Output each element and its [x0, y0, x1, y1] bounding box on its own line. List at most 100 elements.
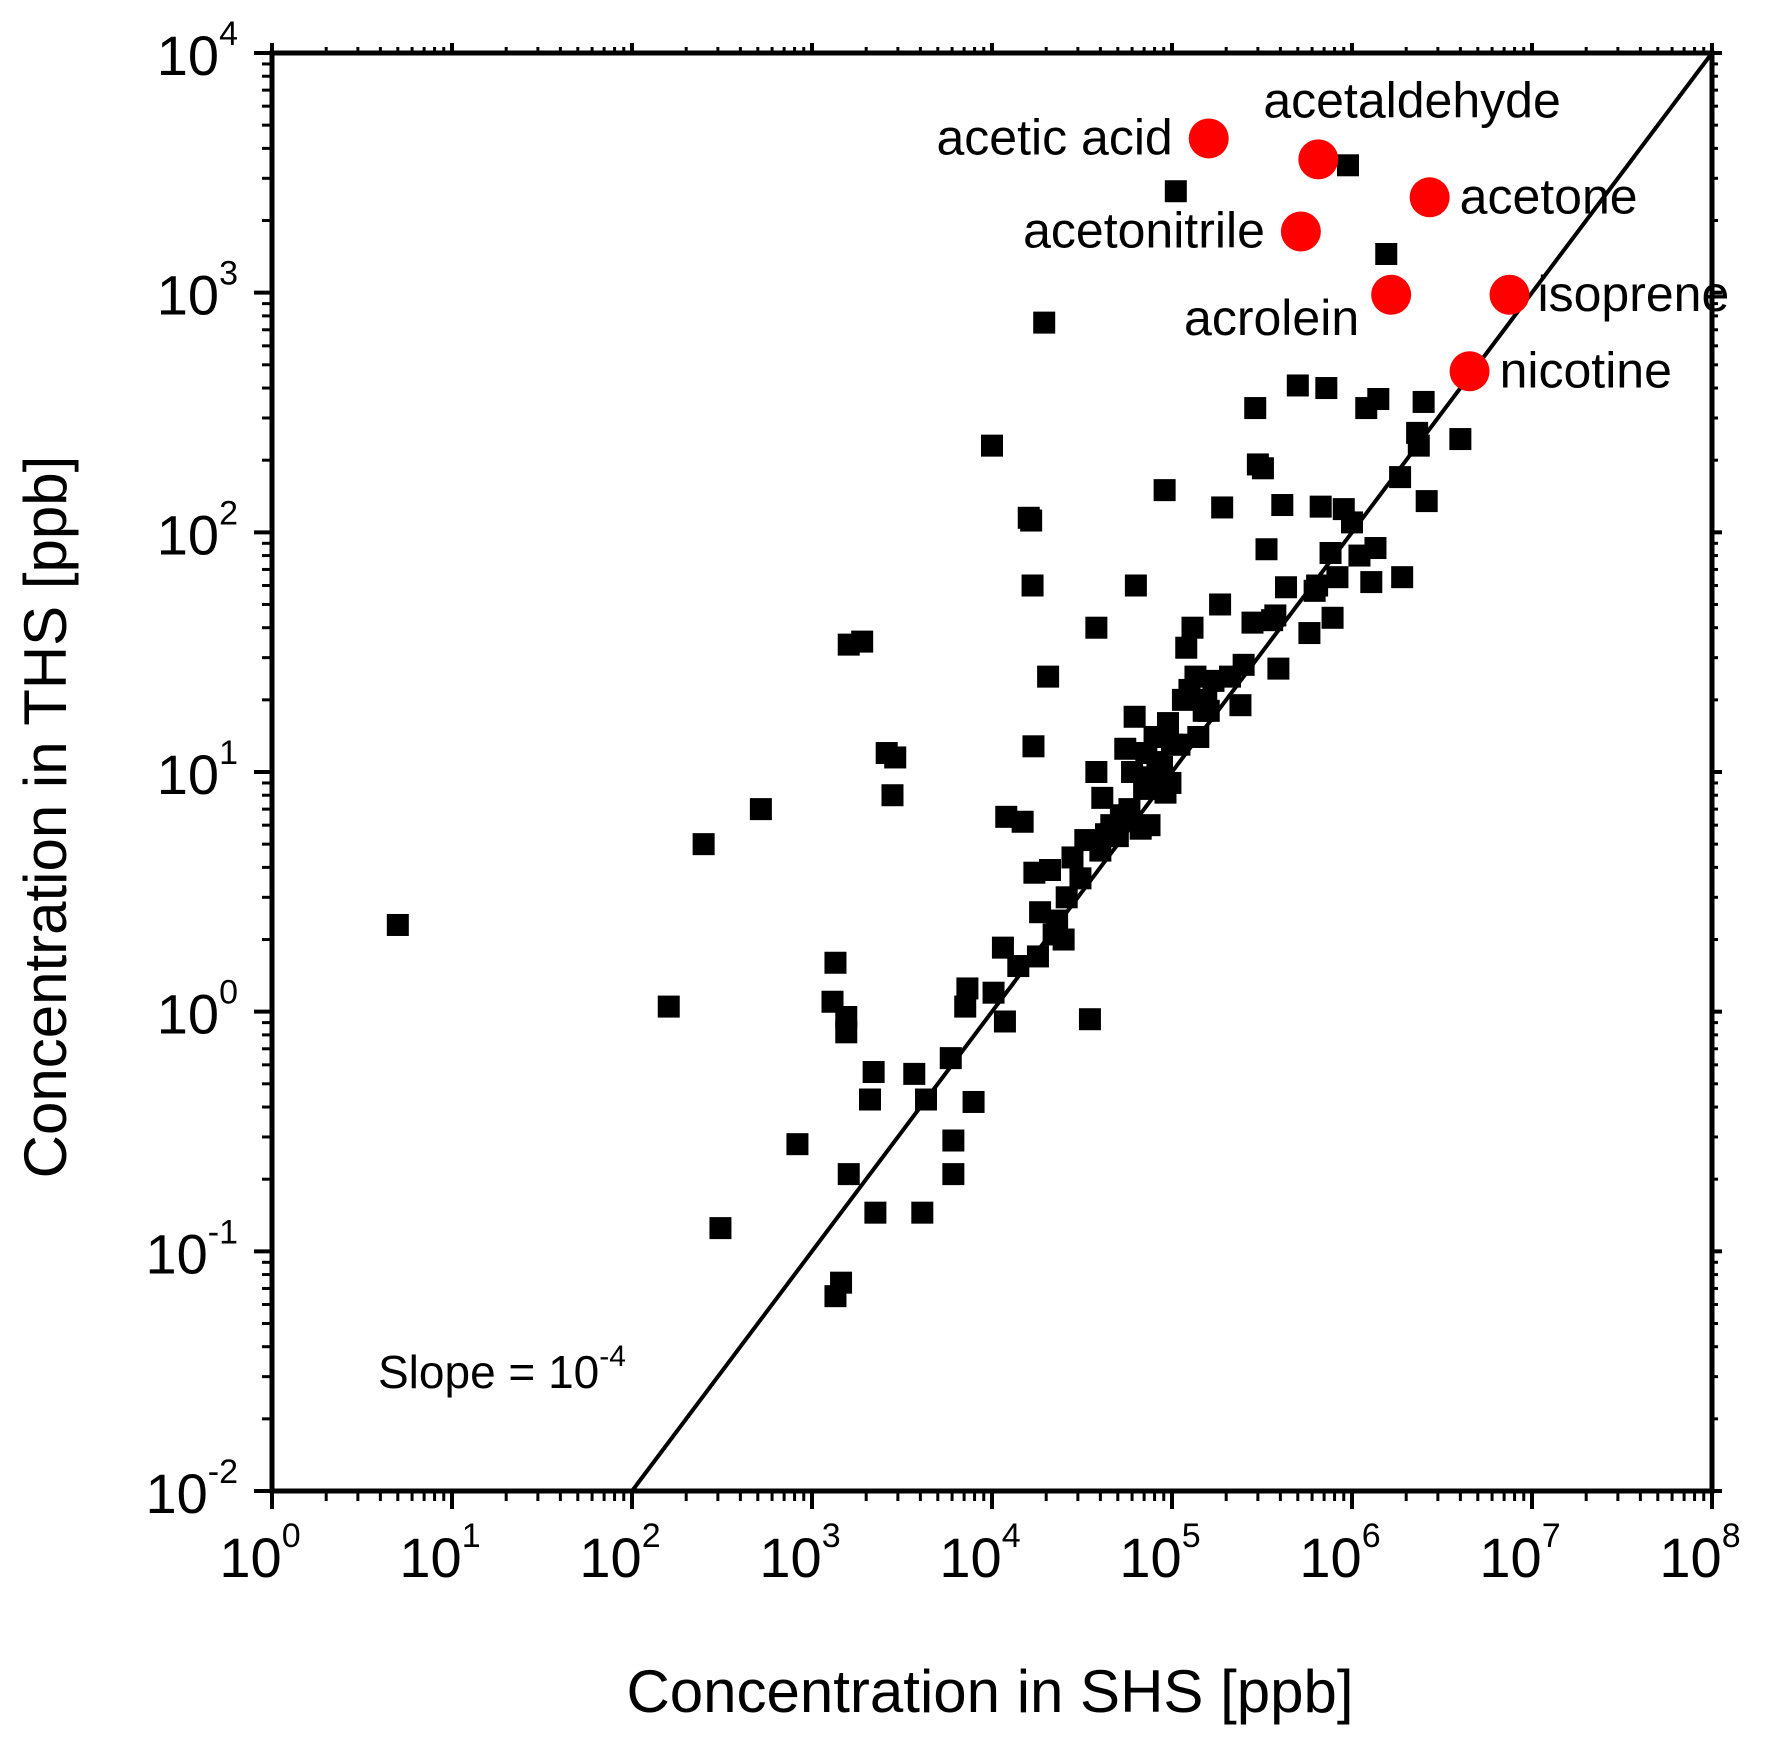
x-tick-exponent: 7 — [1542, 1517, 1561, 1555]
scatter-point — [1187, 725, 1210, 748]
scatter-point — [1255, 538, 1278, 561]
x-tick-label: 103 — [759, 1517, 840, 1589]
scatter-point — [954, 995, 977, 1018]
scatter-point — [942, 1163, 965, 1186]
scatter-point — [709, 1217, 732, 1240]
x-tick-base: 10 — [399, 1526, 461, 1589]
scatter-point — [1123, 705, 1146, 728]
plot-border — [269, 50, 1715, 1494]
scatter-point — [1449, 428, 1472, 451]
scatter-point — [1241, 611, 1264, 634]
scatter-point — [981, 434, 1003, 457]
plot-frame — [269, 50, 1715, 1494]
x-tick-label: 105 — [1119, 1517, 1200, 1589]
scatter-point — [1244, 397, 1267, 420]
scatter-point — [1211, 496, 1234, 519]
scatter-point — [1046, 909, 1069, 932]
x-tick-base: 10 — [1299, 1526, 1361, 1589]
x-tick-exponent: 8 — [1722, 1517, 1741, 1555]
scatter-point — [1360, 571, 1383, 594]
y-tick-label: 100 — [157, 974, 238, 1046]
x-tick-exponent: 2 — [642, 1517, 661, 1555]
scatter-point — [1124, 574, 1147, 597]
point-label: acetone — [1460, 168, 1638, 224]
scatter-point — [1011, 810, 1034, 833]
scatter-point — [1264, 604, 1287, 627]
y-tick-base: 10 — [145, 1222, 207, 1285]
scatter-point — [1114, 737, 1137, 760]
scatter-point — [1389, 466, 1412, 489]
highlighted-point — [1371, 274, 1412, 315]
scatter-point — [1118, 798, 1141, 821]
scatter-point — [858, 1088, 881, 1111]
point-labels-layer: acetic acid acetaldehyde acetone acetonitri… — [937, 72, 1730, 398]
scatter-point — [915, 1088, 938, 1111]
x-tick-labels: 100 101 102 103 104 105 106 107 108 — [219, 1517, 1740, 1589]
y-tick-exponent: 1 — [219, 734, 238, 772]
highlighted-point — [1449, 351, 1490, 392]
y-tick-exponent: 4 — [219, 15, 238, 53]
scatter-point — [1007, 955, 1030, 978]
scatter-point — [1138, 814, 1161, 837]
scatter-point — [956, 977, 979, 1000]
scatter-point — [1306, 574, 1329, 597]
scatter-point — [1026, 945, 1049, 968]
scatter-point — [837, 1163, 860, 1186]
x-tick-label: 106 — [1299, 1517, 1380, 1589]
scatter-point — [991, 936, 1014, 959]
scatter-point — [1168, 733, 1191, 756]
scatter-point — [1069, 867, 1092, 890]
scatter-point — [1181, 616, 1204, 639]
x-tick-exponent: 0 — [282, 1517, 301, 1555]
highlighted-point — [1409, 177, 1450, 218]
scatter-point — [903, 1062, 926, 1085]
point-label: acetic acid — [937, 109, 1173, 165]
scatter-point — [862, 1061, 885, 1084]
scatter-point — [1038, 859, 1061, 882]
scatter-point — [1078, 1008, 1101, 1031]
scatter-point — [962, 1090, 985, 1113]
scatter-point — [1315, 377, 1338, 400]
y-tick-exponent: 3 — [219, 255, 238, 293]
slope-annotation-text: Slope = 10 — [378, 1346, 599, 1398]
x-tick-base: 10 — [579, 1526, 641, 1589]
scatter-point — [982, 981, 1005, 1004]
y-tick-base: 10 — [157, 24, 219, 87]
scatter-point — [1367, 388, 1390, 411]
scatter-point — [1020, 509, 1043, 532]
x-tick-exponent: 5 — [1182, 1517, 1201, 1555]
y-tick-exponent: 0 — [219, 974, 238, 1012]
scatter-point — [1033, 311, 1056, 334]
scatter-points-layer — [386, 154, 1472, 1308]
point-label: nicotine — [1500, 342, 1672, 398]
scatter-point — [1321, 606, 1344, 629]
point-label: isoprene — [1538, 266, 1730, 322]
scatter-point — [851, 630, 874, 653]
x-tick-exponent: 3 — [822, 1517, 841, 1555]
highlighted-point — [1280, 211, 1321, 252]
scatter-point — [1156, 712, 1179, 735]
scatter-point — [1412, 390, 1435, 413]
x-tick-label: 107 — [1479, 1517, 1560, 1589]
highlighted-point — [1489, 274, 1530, 315]
y-tick-base: 10 — [157, 983, 219, 1046]
scatter-point — [1061, 846, 1084, 869]
x-tick-exponent: 4 — [1002, 1517, 1021, 1555]
y-axis-title: Concentration in THS [ppb] — [12, 456, 79, 1179]
x-tick-label: 101 — [399, 1517, 480, 1589]
scatter-point — [1336, 154, 1359, 177]
scatter-point — [993, 1010, 1016, 1033]
highlighted-point — [1298, 139, 1339, 180]
scatter-point — [1197, 699, 1220, 722]
scatter-point — [1106, 825, 1129, 848]
scatter-point — [1029, 901, 1052, 924]
scatter-point — [864, 1201, 887, 1224]
scatter-point — [939, 1047, 962, 1070]
y-tick-label: 103 — [157, 255, 238, 327]
x-tick-base: 10 — [759, 1526, 821, 1589]
x-tick-exponent: 6 — [1362, 1517, 1381, 1555]
scatter-point — [1286, 374, 1309, 397]
scatter-point — [1319, 541, 1342, 564]
x-axis-title: Concentration in SHS [ppb] — [626, 1658, 1353, 1725]
